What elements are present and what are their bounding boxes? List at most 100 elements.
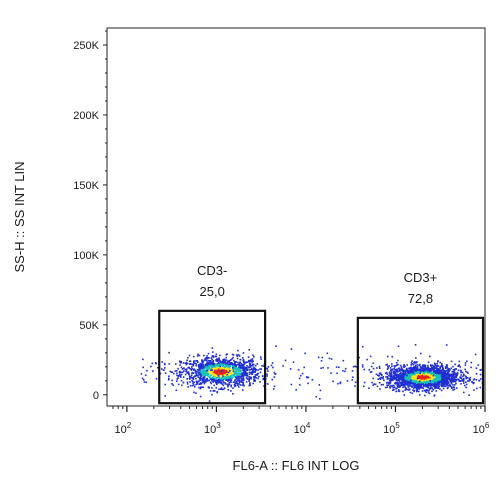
event-dot (221, 376, 224, 379)
event-dot (395, 381, 397, 384)
event-dot (210, 368, 212, 371)
event-dot (315, 395, 318, 398)
event-dot (233, 359, 235, 362)
event-dot (223, 387, 226, 389)
event-dot (425, 383, 428, 386)
event-dot (452, 370, 455, 373)
gates-layer[interactable]: CD3- 25,0 CD3+ 72,8 (158, 263, 485, 405)
event-dot (211, 366, 213, 369)
event-dot (220, 362, 222, 364)
event-dot (430, 364, 432, 367)
event-dot (346, 380, 349, 382)
event-dot (403, 384, 406, 387)
event-dot (414, 378, 416, 380)
event-dot (203, 366, 205, 369)
event-dot (442, 383, 445, 385)
event-dot (389, 378, 392, 380)
event-dot (210, 362, 212, 364)
event-dot (213, 389, 215, 392)
event-dot (248, 373, 251, 376)
event-dot (427, 386, 429, 389)
event-dot (437, 360, 439, 362)
event-dot (204, 364, 207, 366)
event-dot (401, 374, 404, 377)
event-dot (372, 367, 375, 370)
event-dot (250, 376, 253, 379)
event-dot (225, 356, 227, 359)
event-dot (215, 374, 217, 376)
event-dot (225, 370, 227, 373)
event-dot (441, 382, 444, 384)
event-dot (432, 380, 435, 383)
event-dot (241, 367, 243, 369)
event-dot (322, 366, 324, 369)
event-dot (399, 384, 401, 387)
event-dot (424, 370, 427, 373)
event-dot (430, 373, 432, 375)
event-dot (259, 371, 262, 374)
event-dot (226, 376, 228, 378)
event-dot (243, 363, 246, 365)
event-dot (234, 373, 236, 375)
gate-cd3-negative[interactable] (158, 309, 267, 405)
event-dot (424, 376, 427, 378)
event-dot (207, 366, 209, 369)
event-dot (461, 380, 463, 382)
event-dot (429, 380, 431, 382)
event-dot (420, 379, 422, 382)
event-dot (239, 361, 241, 364)
event-dot (266, 368, 269, 370)
event-dot (443, 376, 445, 378)
event-dot (252, 363, 255, 366)
event-dot (456, 374, 458, 377)
event-dot (452, 389, 454, 391)
event-dot (245, 369, 248, 372)
event-dot (411, 375, 414, 378)
event-dot (374, 383, 377, 386)
event-dot (470, 361, 473, 364)
event-dot (395, 390, 398, 393)
event-dot (185, 370, 187, 373)
event-dot (427, 378, 429, 381)
event-dot (242, 363, 245, 366)
event-dot (222, 367, 224, 369)
event-dot (452, 369, 455, 371)
event-dot (435, 378, 438, 381)
event-dot (412, 373, 415, 375)
event-dot (474, 353, 477, 356)
event-dot (402, 384, 405, 386)
event-dot (413, 389, 415, 392)
event-dot (227, 368, 229, 370)
event-dot (407, 386, 410, 389)
event-dot (212, 359, 215, 362)
event-dot (429, 375, 431, 378)
event-dot (429, 382, 432, 385)
event-dot (399, 364, 402, 367)
event-dot (320, 367, 322, 369)
event-dot (224, 364, 227, 367)
event-dot (427, 372, 429, 375)
event-dot (454, 373, 456, 376)
event-dot (219, 388, 222, 390)
event-dot (413, 381, 416, 383)
event-dot (228, 368, 231, 370)
event-dot (433, 387, 436, 390)
event-dot (400, 381, 402, 384)
gate-cd3-positive[interactable] (356, 316, 485, 405)
event-dot (220, 367, 223, 369)
event-dot (195, 374, 197, 377)
event-dot (407, 372, 410, 374)
event-dot (214, 372, 216, 374)
event-dot (432, 375, 434, 378)
event-dot (251, 365, 253, 367)
event-dot (201, 377, 203, 380)
event-dot (447, 374, 450, 377)
event-dot (446, 387, 449, 390)
event-dot (219, 354, 221, 357)
event-dot (155, 377, 158, 380)
event-dot (169, 370, 172, 373)
event-dot (425, 380, 428, 383)
event-dot (418, 376, 420, 378)
event-dot (423, 375, 426, 377)
event-dot (195, 363, 198, 365)
